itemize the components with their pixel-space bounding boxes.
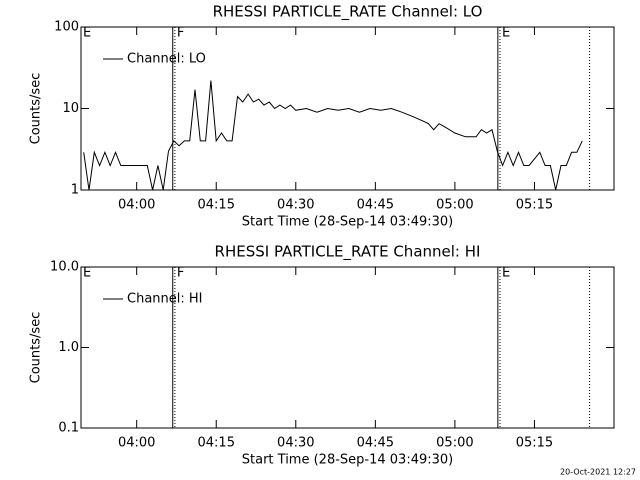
- chart-title: RHESSI PARTICLE_RATE Channel: LO: [213, 3, 483, 22]
- y-tick-label: 10: [62, 101, 79, 116]
- legend-label: Channel: LO: [127, 52, 206, 67]
- y-axis-label: Counts/sec: [29, 73, 44, 145]
- x-tick-label: 05:15: [516, 198, 553, 213]
- event-flag: E: [502, 266, 510, 281]
- plot-frame: [80, 266, 615, 429]
- x-tick-label: 04:00: [118, 198, 155, 213]
- x-tick-label: 04:45: [357, 198, 394, 213]
- x-tick-label: 05:00: [436, 198, 473, 213]
- x-axis-label: Start Time (28-Sep-14 03:49:30): [242, 453, 453, 468]
- x-tick-label: 05:15: [516, 436, 553, 451]
- y-tick-label: 0.1: [58, 421, 79, 436]
- event-flag: E: [502, 26, 510, 41]
- y-tick-label: 100: [54, 20, 79, 35]
- event-flag: E: [83, 266, 91, 281]
- chart-title: RHESSI PARTICLE_RATE Channel: HI: [215, 243, 481, 262]
- x-tick-label: 04:30: [277, 436, 314, 451]
- legend-label: Channel: HI: [127, 292, 203, 307]
- x-tick-label: 04:30: [277, 198, 314, 213]
- x-tick-label: 04:00: [118, 436, 155, 451]
- x-tick-label: 04:15: [198, 198, 235, 213]
- timestamp: 20-Oct-2021 12:27: [560, 468, 636, 477]
- x-tick-label: 05:00: [436, 436, 473, 451]
- event-flag: F: [177, 26, 184, 41]
- y-tick-label: 1.0: [58, 340, 79, 355]
- x-tick-label: 04:15: [198, 436, 235, 451]
- x-axis-label: Start Time (28-Sep-14 03:49:30): [242, 215, 453, 230]
- y-tick-label: 1: [71, 183, 79, 198]
- series-line: [83, 80, 583, 191]
- plot-frame: [80, 26, 615, 191]
- x-tick-label: 04:45: [357, 436, 394, 451]
- event-flag: F: [177, 266, 184, 281]
- event-flag: E: [83, 26, 91, 41]
- y-axis-label: Counts/sec: [29, 312, 44, 384]
- y-tick-label: 10.0: [50, 260, 79, 275]
